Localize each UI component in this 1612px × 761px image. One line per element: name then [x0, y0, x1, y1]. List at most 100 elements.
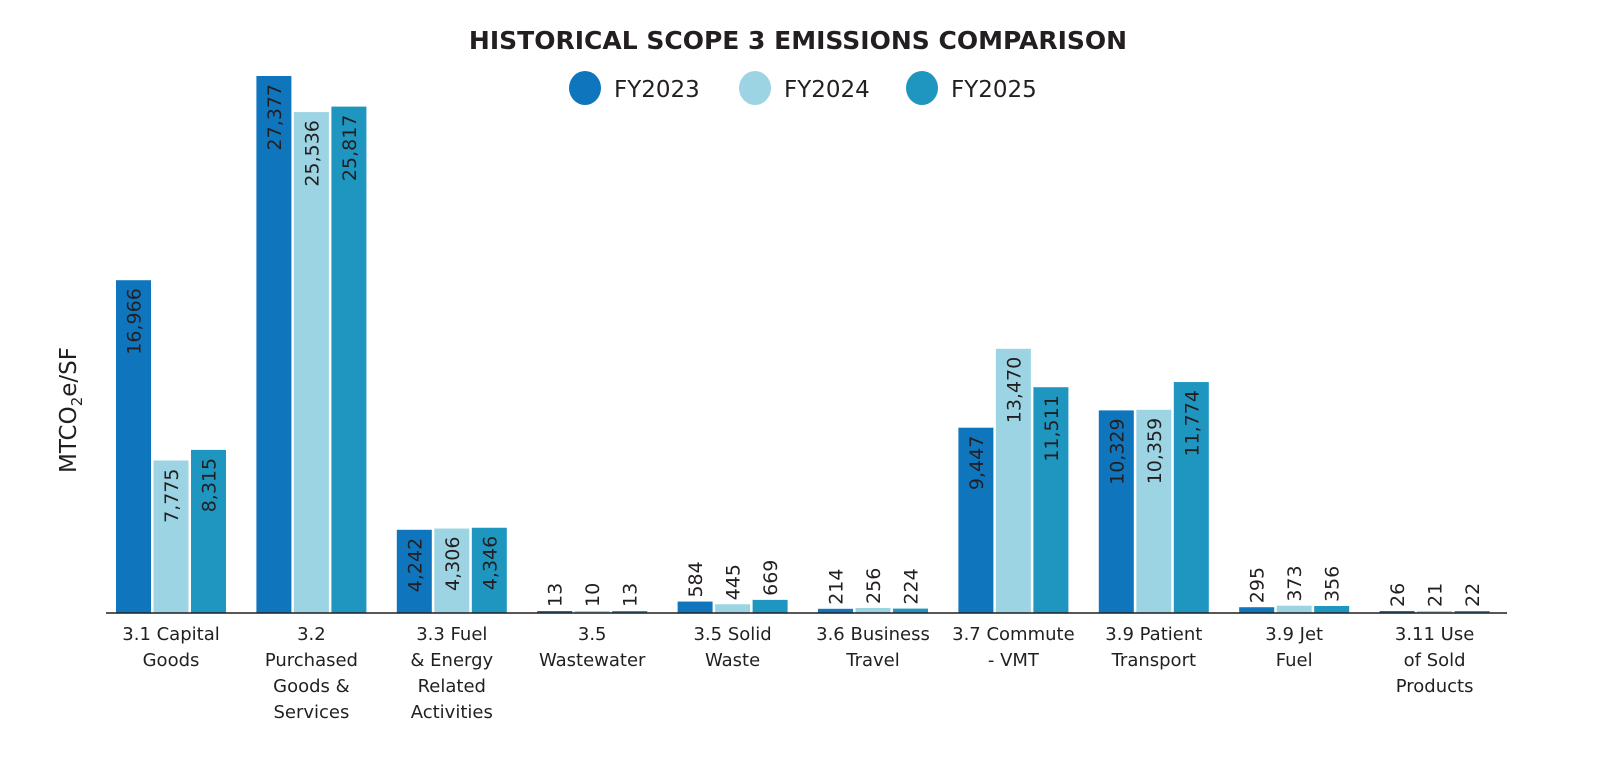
data-label: 27,377 [264, 84, 286, 150]
category-label: 3.9 Jet Fuel [1265, 624, 1323, 671]
data-label: 584 [685, 561, 707, 597]
bar-FY2025-2 [471, 527, 507, 613]
data-label: 445 [723, 564, 745, 600]
bar-FY2025-5 [893, 608, 928, 613]
bar-FY2024-2 [434, 528, 470, 613]
chart-title: HISTORICAL SCOPE 3 EMISSIONS COMPARISON [469, 26, 1127, 55]
bars: 16,966 7,775 8,315 27,377 25,536 25,817 4,242 4… [116, 76, 1490, 614]
category-label: 3.2 Purchased Goods & Services [265, 624, 358, 723]
data-label: 13 [620, 583, 642, 607]
bar-FY2024-5 [855, 607, 891, 613]
category-label: 3.1 Capital Goods [122, 624, 219, 671]
bar-FY2024-3 [574, 611, 610, 613]
category-label-line: & Energy [410, 650, 493, 671]
category-label-line: Related [418, 676, 486, 697]
data-label: 4,346 [479, 536, 501, 590]
category-label-line: Wastewater [539, 650, 646, 671]
category-label-line: 3.11 Use [1395, 624, 1474, 645]
legend-swatch-FY2025 [906, 71, 938, 105]
legend-label-FY2023: FY2023 [614, 77, 700, 103]
data-label: 8,315 [199, 458, 221, 512]
bar-FY2023-5 [818, 608, 853, 613]
bar-FY2024-8 [1276, 605, 1312, 613]
data-label: 4,242 [404, 538, 426, 592]
bar-FY2023-2 [396, 529, 432, 613]
y-axis-label: MTCO2e/SF [56, 347, 86, 473]
data-label: 25,536 [301, 120, 323, 186]
category-label-line: Transport [1111, 650, 1196, 671]
category-label: 3.7 Commute - VMT [952, 624, 1075, 671]
category-label-line: Products [1396, 676, 1474, 697]
category-label-line: Services [273, 702, 349, 723]
data-label: 256 [863, 568, 885, 604]
data-label: 26 [1387, 583, 1409, 607]
bar-FY2025-7 [1173, 382, 1209, 613]
data-label: 10,359 [1144, 418, 1166, 484]
category-label-line: 3.3 Fuel [416, 624, 487, 645]
category-label: 3.3 Fuel & Energy Related Activities [410, 624, 493, 723]
data-label: 295 [1247, 567, 1269, 603]
category-label-line: Activities [411, 702, 493, 723]
category-label-line: Travel [845, 650, 900, 671]
legend-swatch-FY2024 [739, 71, 771, 105]
category-label: 3.9 Patient Transport [1105, 624, 1202, 671]
legend: FY2023 FY2024 FY2025 [569, 71, 1037, 105]
category-label-line: 3.5 [578, 624, 607, 645]
bar-FY2025-4 [752, 599, 788, 613]
bar-FY2024-6 [995, 348, 1031, 613]
category-labels: 3.1 Capital Goods 3.2 Purchased Goods & Servi… [122, 624, 1474, 723]
data-label: 4,306 [442, 537, 464, 591]
bar-FY2023-1 [256, 76, 292, 613]
legend-swatch-FY2023 [569, 71, 601, 105]
category-label-line: 3.6 Business [816, 624, 930, 645]
legend-label-FY2025: FY2025 [951, 77, 1037, 103]
data-label: 10 [582, 583, 604, 607]
legend-label-FY2024: FY2024 [784, 77, 870, 103]
category-label-line: Waste [705, 650, 760, 671]
bar-FY2025-6 [1033, 387, 1069, 613]
data-label: 7,775 [161, 468, 183, 522]
bar-FY2024-4 [715, 604, 751, 613]
category-label: 3.6 Business Travel [816, 624, 930, 671]
data-label: 214 [826, 569, 848, 605]
data-label: 356 [1322, 566, 1344, 602]
bar-FY2023-6 [958, 427, 994, 613]
data-label: 11,774 [1181, 390, 1203, 456]
category-label-line: 3.9 Patient [1105, 624, 1202, 645]
bar-FY2024-1 [293, 112, 329, 614]
category-label: 3.5 Solid Waste [693, 624, 771, 671]
bar-FY2023-8 [1239, 607, 1275, 613]
bar-FY2025-0 [191, 449, 226, 613]
bar-FY2025-9 [1454, 611, 1490, 613]
category-label: 3.11 Use of Sold Products [1395, 624, 1474, 697]
data-label: 669 [760, 560, 782, 596]
data-label: 13 [545, 583, 567, 607]
category-label-line: 3.2 [297, 624, 326, 645]
data-label: 22 [1462, 583, 1484, 607]
data-label: 9,447 [966, 436, 988, 490]
category-label-line: Fuel [1276, 650, 1313, 671]
category-label-line: 3.9 Jet [1265, 624, 1323, 645]
bar-FY2025-1 [331, 106, 367, 613]
bar-FY2025-3 [612, 611, 648, 613]
data-label: 16,966 [124, 288, 146, 354]
bar-FY2023-9 [1379, 611, 1415, 613]
bar-FY2023-7 [1098, 410, 1134, 613]
bar-FY2023-0 [116, 280, 151, 613]
category-label-line: 3.5 Solid [693, 624, 771, 645]
category-label-line: Goods [143, 650, 200, 671]
category-label-line: Goods & [273, 676, 350, 697]
bar-FY2023-4 [677, 601, 713, 613]
data-label: 373 [1284, 565, 1306, 601]
category-label-line: - VMT [988, 650, 1040, 671]
bar-FY2024-0 [153, 460, 189, 613]
data-label: 11,511 [1041, 395, 1063, 461]
bar-FY2025-8 [1314, 606, 1350, 613]
category-label-line: Purchased [265, 650, 358, 671]
bar-FY2024-7 [1136, 409, 1172, 613]
data-label: 25,817 [339, 115, 361, 181]
data-label: 21 [1425, 583, 1447, 607]
data-label: 10,329 [1106, 418, 1128, 484]
data-label: 13,470 [1003, 357, 1025, 423]
